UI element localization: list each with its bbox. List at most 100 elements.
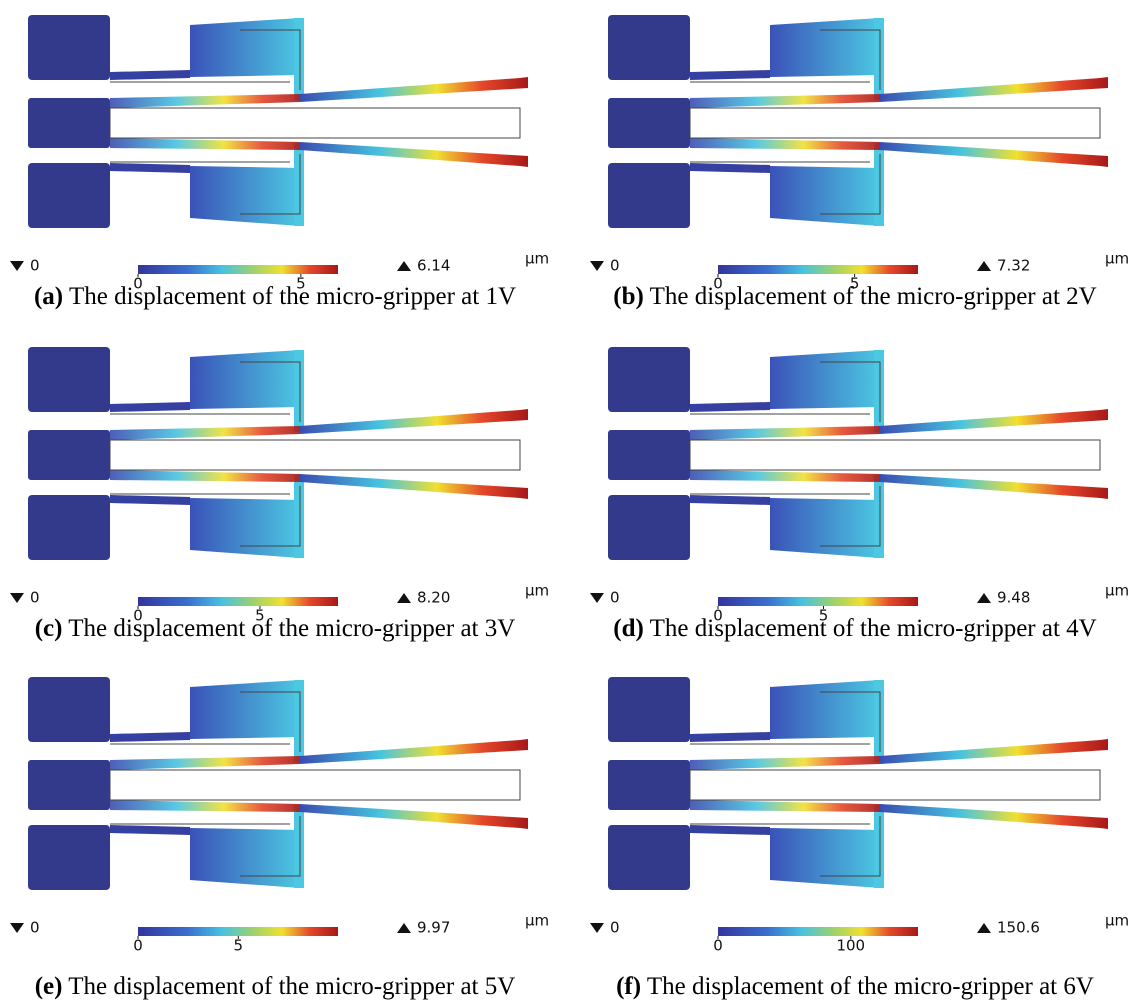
unit: μm — [1105, 912, 1129, 930]
panel: 0058.20μm(c) The displacement of the mic… — [0, 332, 564, 670]
arm — [110, 138, 300, 150]
block — [770, 18, 880, 77]
unit: μm — [525, 250, 549, 268]
gripper — [28, 347, 528, 560]
block — [190, 166, 300, 226]
caption-text: The displacement of the micro-gripper at… — [69, 283, 516, 310]
block — [190, 350, 300, 409]
arm — [110, 495, 190, 505]
anchor — [608, 15, 690, 80]
outline — [690, 108, 1100, 138]
panel-figure: 0059.97μm(e) The displacement of the mic… — [0, 662, 564, 1000]
anchor — [28, 15, 110, 80]
min-marker — [590, 261, 604, 271]
arm — [110, 825, 190, 835]
colorbar — [718, 927, 918, 936]
caption-text: The displacement of the micro-gripper at… — [68, 615, 515, 642]
arm — [110, 426, 300, 440]
block — [770, 498, 880, 558]
jaw — [300, 142, 528, 167]
max-label: 9.48 — [997, 589, 1030, 607]
block — [770, 350, 880, 409]
arm — [110, 94, 300, 108]
arm — [690, 800, 880, 812]
caption: (a) The displacement of the micro-grippe… — [34, 283, 516, 310]
gripper — [28, 677, 528, 890]
gripper — [28, 15, 528, 228]
min-label: 0 — [610, 919, 620, 937]
anchor — [28, 163, 110, 228]
gripper — [608, 347, 1108, 560]
min-label: 0 — [30, 257, 40, 275]
anchor — [28, 495, 110, 560]
colorbar-tick-label: 0 — [713, 937, 723, 955]
colorbar — [718, 597, 918, 606]
min-marker — [10, 923, 24, 933]
caption: (f) The displacement of the micro-grippe… — [616, 973, 1094, 1000]
max-marker — [397, 261, 411, 271]
arm — [690, 825, 770, 835]
min-label: 0 — [610, 589, 620, 607]
arm — [690, 138, 880, 150]
jaw — [880, 142, 1108, 167]
caption-label: (a) — [34, 283, 63, 310]
min-label: 0 — [30, 919, 40, 937]
min-marker — [10, 261, 24, 271]
caption-text: The displacement of the micro-gripper at… — [647, 973, 1094, 1000]
arm — [690, 470, 880, 482]
min-marker — [590, 593, 604, 603]
colorbar-tick-label: 5 — [234, 937, 244, 955]
outline — [110, 108, 520, 138]
block — [190, 498, 300, 558]
arm — [690, 402, 770, 412]
max-marker — [397, 593, 411, 603]
colorbar — [718, 265, 918, 274]
jaw — [880, 77, 1108, 102]
body — [28, 98, 110, 148]
unit: μm — [525, 582, 549, 600]
outline — [110, 440, 520, 470]
min-marker — [10, 593, 24, 603]
arm — [690, 163, 770, 173]
anchor — [608, 347, 690, 412]
caption-label: (b) — [613, 283, 644, 310]
outline — [110, 770, 520, 800]
arm — [110, 470, 300, 482]
jaw — [880, 804, 1108, 829]
jaw — [300, 804, 528, 829]
caption-text: The displacement of the micro-gripper at… — [650, 283, 1097, 310]
outline — [690, 770, 1100, 800]
caption-label: (f) — [616, 973, 641, 1000]
max-marker — [397, 923, 411, 933]
caption-label: (c) — [35, 615, 63, 642]
colorbar — [138, 265, 338, 274]
colorbar — [138, 597, 338, 606]
anchor — [608, 495, 690, 560]
arm — [110, 800, 300, 812]
max-marker — [977, 593, 991, 603]
max-marker — [977, 261, 991, 271]
max-label: 8.20 — [417, 589, 450, 607]
arm — [690, 732, 770, 742]
block — [190, 828, 300, 888]
anchor — [608, 163, 690, 228]
body — [28, 430, 110, 480]
page: {"panels": [ {"caption_label": "(a)", "c… — [0, 0, 1144, 1008]
gripper — [608, 677, 1108, 890]
arm — [110, 70, 190, 80]
arm — [110, 756, 300, 770]
arm — [110, 402, 190, 412]
outline — [690, 440, 1100, 470]
anchor — [608, 677, 690, 742]
colorbar-tick-label: 0 — [133, 937, 143, 955]
caption-text: The displacement of the micro-gripper at… — [650, 615, 1097, 642]
arm — [690, 756, 880, 770]
jaw — [300, 474, 528, 499]
anchor — [28, 347, 110, 412]
